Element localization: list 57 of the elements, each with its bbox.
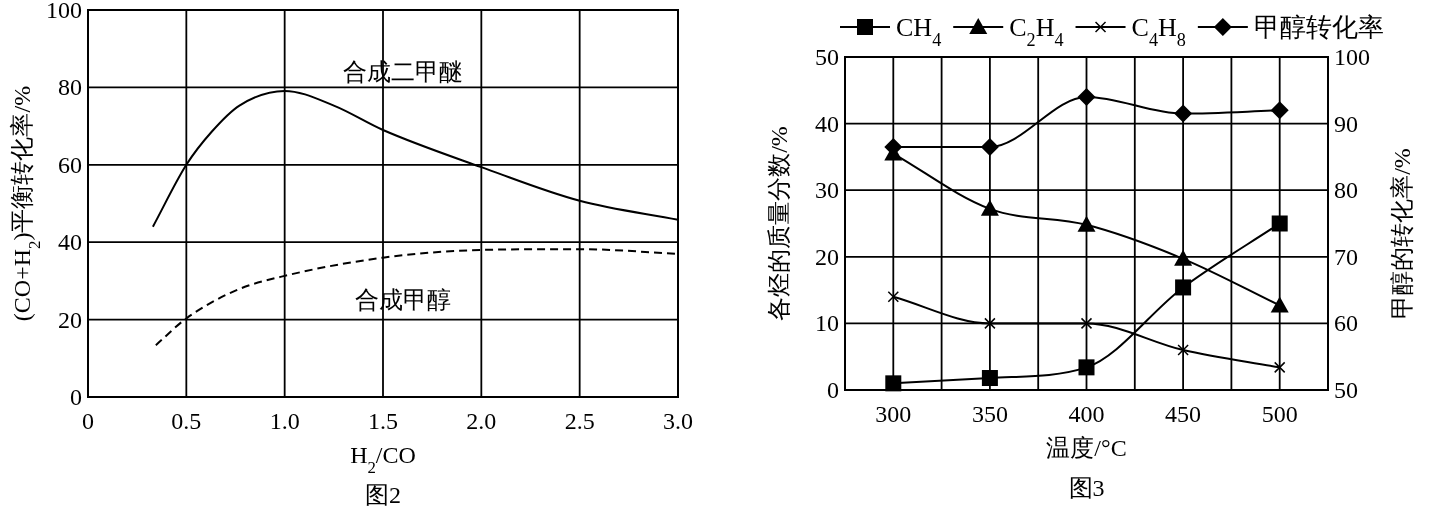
y-tick-label: 50 [815, 44, 839, 70]
y-tick-label: 0 [70, 384, 82, 410]
legend-label: C$_{4}$H$_{8}$ [1131, 13, 1186, 50]
point [1174, 249, 1193, 266]
legend-label: 甲醇转化率 [1253, 13, 1384, 42]
legend-label: C$_{2}$H$_{4}$ [1009, 13, 1064, 50]
x-tick-label: 1.5 [368, 408, 398, 434]
point [1077, 87, 1096, 106]
x-tick-label: 0.5 [171, 408, 202, 434]
y2-tick-label: 80 [1334, 177, 1358, 204]
y-tick-label: 10 [815, 310, 839, 337]
point [980, 137, 999, 156]
y-axis-title: 各烃的质量分数/% [766, 126, 792, 321]
point [981, 370, 998, 387]
x-tick-label: 450 [1165, 401, 1202, 427]
point [885, 375, 902, 392]
point [1270, 101, 1289, 120]
point [887, 291, 900, 303]
y-tick-label: 100 [46, 0, 82, 23]
y-tick-label: 40 [58, 229, 82, 256]
point [1271, 215, 1288, 232]
x-tick-label: 300 [875, 401, 912, 427]
y2-tick-label: 60 [1334, 310, 1358, 337]
point [984, 317, 996, 330]
point [1175, 279, 1192, 296]
y-tick-label: 40 [815, 110, 839, 137]
y-tick-label: 0 [827, 377, 839, 403]
y-tick-label: 60 [58, 151, 82, 178]
x-tick-label: 500 [1261, 401, 1298, 427]
y-tick-label: 30 [815, 177, 839, 204]
x-tick-label: 400 [1068, 401, 1105, 427]
x-tick-label: 3.0 [663, 408, 693, 434]
y-tick-label: 20 [815, 243, 839, 270]
y2-tick-label: 100 [1334, 44, 1370, 70]
y-tick-label: 20 [58, 306, 82, 333]
x-tick-label: 350 [971, 401, 1008, 427]
point [1177, 344, 1189, 356]
point [980, 199, 999, 216]
point [1273, 361, 1286, 374]
point [1080, 317, 1093, 330]
y2-tick-label: 70 [1334, 243, 1358, 270]
x-tick-label: 2.5 [564, 408, 595, 434]
point [1078, 359, 1095, 376]
legend-label: CH$_{4}$ [896, 13, 942, 50]
y2-tick-label: 50 [1334, 377, 1358, 403]
y2-tick-label: 90 [1334, 110, 1358, 137]
point [1174, 104, 1193, 123]
text: 图3 [1068, 475, 1105, 501]
point [1270, 296, 1289, 313]
text: 图2 [365, 482, 401, 508]
x-tick-label: 1.0 [269, 408, 300, 434]
x-axis-title: 温度/°C [1046, 435, 1127, 461]
y-tick-label: 80 [58, 74, 82, 101]
x-tick-label: 2.0 [466, 408, 497, 434]
y2-axis-title: 甲醇的转化率/% [1389, 148, 1415, 319]
point [1077, 215, 1096, 232]
x-axis-title: H$_{2}$/CO [350, 442, 416, 477]
